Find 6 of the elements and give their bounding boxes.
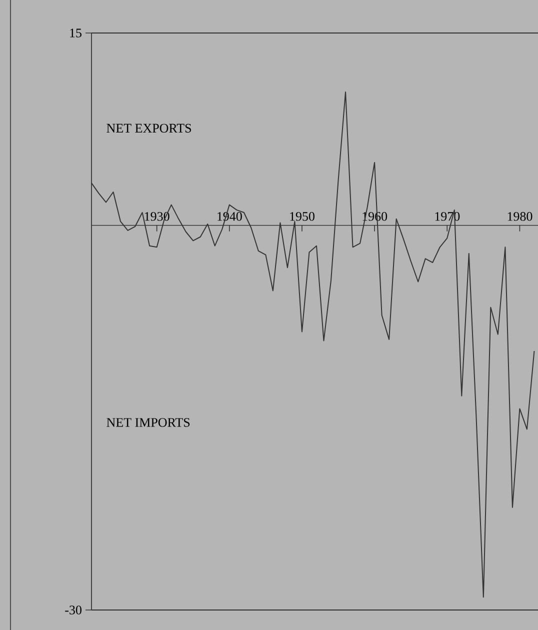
y-tick-label: 15 — [70, 28, 82, 38]
x-tick-label: 1980 — [508, 212, 532, 221]
x-tick-label: 1950 — [290, 212, 314, 221]
y-tick-label: -30 — [64, 606, 82, 614]
annotation: NET IMPORTS — [106, 418, 190, 427]
annotation: NET EXPORTS — [106, 124, 191, 133]
